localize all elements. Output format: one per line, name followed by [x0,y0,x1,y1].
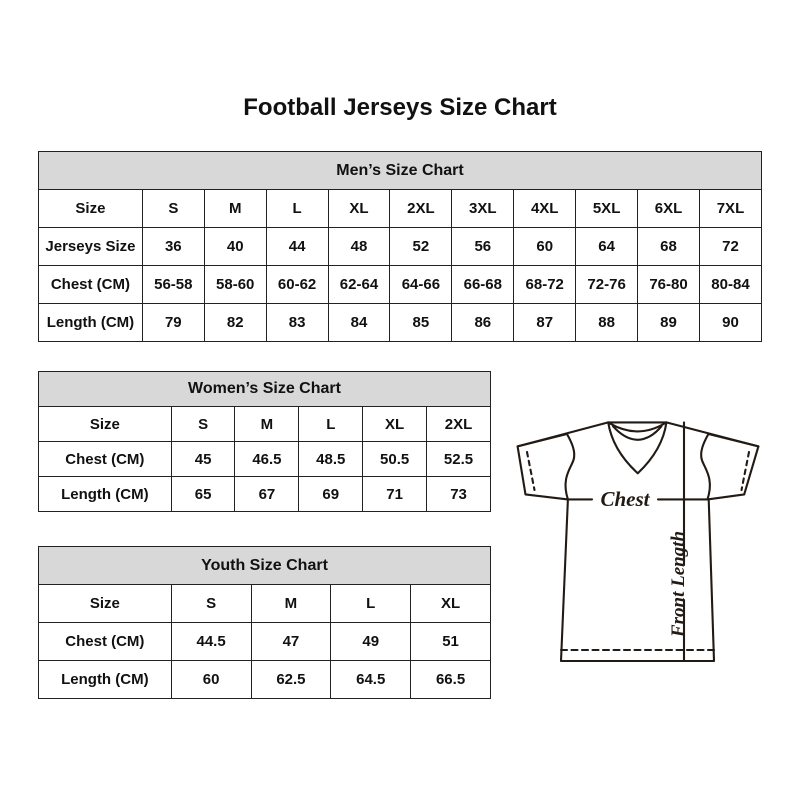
svg-text:Front Length: Front Length [668,531,689,638]
svg-text:Chest: Chest [600,487,650,511]
